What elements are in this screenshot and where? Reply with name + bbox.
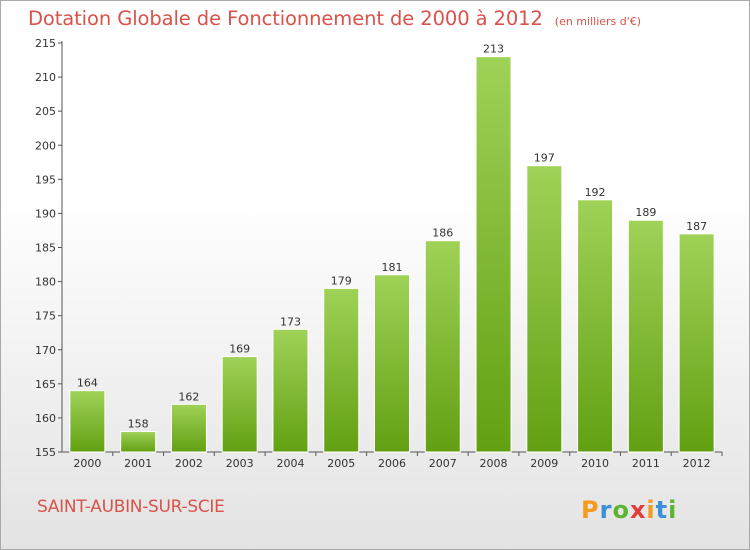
y-tick-label: 180	[35, 276, 56, 289]
bar-2012[interactable]	[678, 233, 715, 453]
x-tick-label: 2010	[581, 457, 609, 470]
bar-2002[interactable]	[170, 403, 207, 453]
data-label-2008: 213	[483, 43, 504, 56]
data-label-2006: 181	[382, 261, 403, 274]
x-tick-label: 2001	[124, 457, 152, 470]
y-tick-label: 170	[35, 344, 56, 357]
bars	[69, 56, 715, 453]
y-tick-label: 205	[35, 105, 56, 118]
data-label-2012: 187	[686, 220, 707, 233]
x-tick-label: 2012	[683, 457, 711, 470]
x-tick-label: 2003	[226, 457, 254, 470]
y-tick-label: 175	[35, 310, 56, 323]
x-axis: 2000 2001 2002 2003 2004 2005 2006 2007 2008 2009…	[62, 451, 723, 470]
x-tick-label: 2006	[378, 457, 406, 470]
y-axis: 155 160 165 170 175 180 185 190 195 200 205 210 215	[35, 37, 63, 459]
bar-2009[interactable]	[526, 165, 563, 453]
y-tick-label: 210	[35, 71, 56, 84]
bar-2005[interactable]	[323, 287, 360, 453]
bar-2008[interactable]	[475, 56, 512, 453]
y-tick-label: 155	[35, 446, 56, 459]
y-tick-label: 160	[35, 412, 56, 425]
x-tick-label: 2008	[480, 457, 508, 470]
data-label-2002: 162	[178, 390, 199, 403]
x-tick-label: 2009	[530, 457, 558, 470]
bar-2007[interactable]	[424, 240, 461, 453]
y-tick-label: 195	[35, 173, 56, 186]
y-tick-label: 165	[35, 378, 56, 391]
svg-text:Proxiti: Proxiti	[581, 496, 677, 524]
chart-title: Dotation Globale de Fonctionnement de 20…	[28, 7, 641, 30]
commune-name: SAINT-AUBIN-SUR-SCIE	[37, 497, 225, 517]
data-label-2009: 197	[534, 152, 555, 165]
y-tick-label: 185	[35, 242, 56, 255]
chart-subtitle: (en milliers d'€)	[554, 15, 642, 28]
data-label-2005: 179	[331, 274, 352, 287]
y-tick-label: 190	[35, 207, 56, 220]
x-tick-label: 2004	[276, 457, 304, 470]
data-label-2000: 164	[77, 377, 98, 390]
bar-2011[interactable]	[627, 219, 664, 453]
bar-2006[interactable]	[374, 274, 410, 453]
y-tick-label: 200	[35, 139, 56, 152]
x-tick-label: 2011	[632, 457, 660, 470]
data-label-2011: 189	[635, 206, 656, 219]
bar-2004[interactable]	[272, 328, 309, 453]
y-tick-label: 215	[35, 37, 56, 50]
bar-2010[interactable]	[577, 199, 614, 453]
x-tick-label: 2007	[429, 457, 457, 470]
x-tick-label: 2000	[73, 457, 101, 470]
bar-2000[interactable]	[69, 390, 106, 453]
data-label-2001: 158	[128, 418, 149, 431]
data-label-2007: 186	[432, 227, 453, 240]
data-labels: 164 158 162 169 173 179 181 186 213 197 192 189 187	[77, 43, 707, 431]
data-label-2003: 169	[229, 343, 250, 356]
x-tick-label: 2002	[175, 457, 203, 470]
chart-title-text: Dotation Globale de Fonctionnement de 20…	[28, 7, 543, 30]
proxiti-logo[interactable]: Proxiti	[579, 490, 691, 526]
bar-2001[interactable]	[120, 431, 157, 453]
data-label-2004: 173	[280, 315, 301, 328]
bar-2003[interactable]	[221, 356, 258, 453]
x-tick-label: 2005	[327, 457, 355, 470]
data-label-2010: 192	[585, 186, 606, 199]
